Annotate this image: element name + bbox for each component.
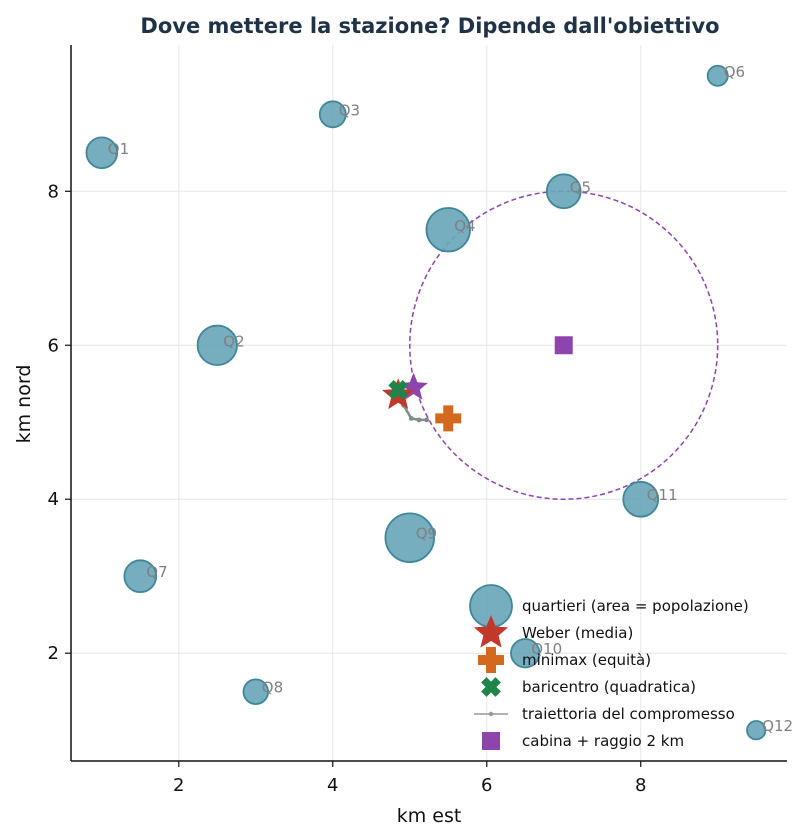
neighborhood-label: Q10 — [531, 640, 562, 658]
legend-label: traiettoria del compromesso — [522, 705, 735, 723]
neighborhood-label: Q1 — [108, 140, 129, 158]
legend-label: baricentro (quadratica) — [522, 678, 696, 696]
neighborhood-point — [242, 678, 270, 705]
trajectory-point — [424, 417, 430, 423]
y-tick-label: 2 — [48, 643, 59, 664]
y-tick-label: 8 — [48, 181, 59, 202]
legend: quartieri (area = popolazione) Weber (med… — [469, 584, 749, 750]
neighborhood-label: Q2 — [223, 332, 244, 350]
cabin-marker — [554, 336, 573, 355]
neighborhood-point — [746, 720, 767, 741]
neighborhood-point — [510, 638, 541, 669]
x-tick-label: 8 — [635, 775, 646, 796]
legend-centroid-swatch — [481, 677, 501, 697]
neighborhood-label-layer: Q1 Q2 Q3 Q4 Q5 Q6 Q7 Q8 Q9 Q10 Q11 Q12 — [108, 63, 793, 735]
legend-label: quartieri (area = popolazione) — [522, 597, 749, 615]
legend-item-centroid: baricentro (quadratica) — [481, 677, 696, 697]
chart-title: Dove mettere la stazione? Dipende dall'o… — [140, 14, 719, 38]
neighborhood-label: Q7 — [146, 563, 167, 581]
neighborhood-label: Q9 — [416, 525, 437, 543]
neighborhood-point — [318, 100, 347, 129]
legend-item-trajectory: traiettoria del compromesso — [474, 705, 735, 723]
grid — [71, 45, 787, 761]
neighborhood-layer — [85, 64, 767, 741]
neighborhood-point — [706, 64, 729, 87]
neighborhood-point — [425, 207, 471, 253]
coverage-circle-layer — [409, 190, 719, 500]
neighborhood-label: Q6 — [724, 63, 745, 81]
minimax-marker — [435, 405, 462, 432]
neighborhood-point — [545, 173, 582, 210]
x-tick-label: 2 — [173, 775, 184, 796]
neighborhood-point — [384, 512, 435, 563]
y-tick-label: 6 — [48, 335, 59, 356]
legend-weber-swatch — [473, 615, 509, 648]
legend-minimax-swatch — [478, 647, 504, 673]
trajectory-point — [408, 415, 414, 421]
neighborhood-point — [85, 136, 119, 170]
solution-markers-layer — [382, 336, 573, 432]
coverage-circle — [409, 190, 719, 500]
legend-item-cabin: cabina + raggio 2 km — [482, 732, 684, 750]
legend-cabin-swatch — [482, 732, 500, 750]
compromise-star-marker — [399, 372, 428, 400]
legend-item-minimax: minimax (equità) — [478, 647, 651, 673]
neighborhood-point — [123, 559, 158, 594]
y-axis-label: km nord — [13, 365, 35, 444]
neighborhood-point — [196, 324, 238, 366]
legend-item-neighborhoods: quartieri (area = popolazione) — [469, 584, 749, 628]
legend-label: cabina + raggio 2 km — [522, 732, 684, 750]
legend-trajectory-dot — [488, 711, 494, 717]
trajectory-point — [416, 417, 422, 423]
centroid-marker — [388, 380, 409, 400]
legend-item-weber: Weber (media) — [473, 615, 633, 648]
y-tick-label: 4 — [48, 489, 59, 510]
x-tick-label: 6 — [481, 775, 492, 796]
neighborhood-label: Q3 — [339, 101, 360, 119]
legend-label: Weber (media) — [522, 624, 633, 642]
neighborhood-label: Q8 — [262, 679, 283, 697]
x-tick-label: 4 — [327, 775, 338, 796]
legend-label: minimax (equità) — [522, 651, 651, 669]
neighborhood-label: Q11 — [647, 486, 678, 504]
neighborhood-label: Q12 — [762, 717, 793, 735]
x-axis-label: km est — [397, 805, 462, 827]
ticks-layer: 2 4 6 8 2 4 6 8 — [48, 181, 647, 796]
neighborhood-label: Q4 — [454, 217, 475, 235]
neighborhood-label: Q5 — [570, 178, 591, 196]
neighborhood-point — [622, 480, 660, 518]
